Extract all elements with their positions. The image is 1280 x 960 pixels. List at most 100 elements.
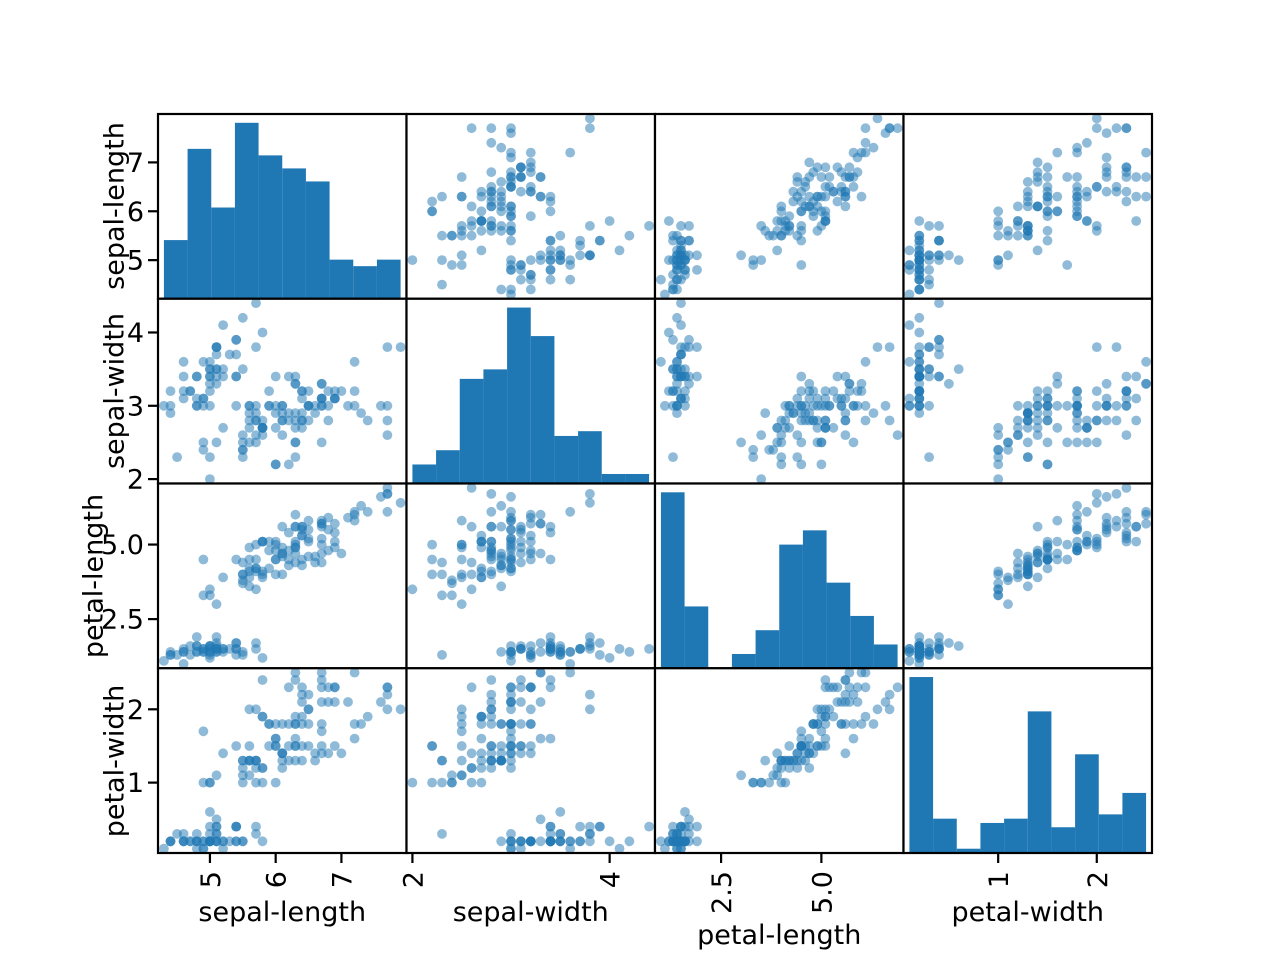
scatter-point: [1022, 415, 1033, 426]
scatter-point: [924, 647, 934, 657]
scatter-point: [316, 675, 327, 685]
scatter-point: [218, 843, 228, 853]
scatter-point: [1003, 444, 1013, 455]
scatter-point: [1052, 206, 1063, 217]
scatter-point: [904, 647, 915, 657]
scatter-point: [437, 557, 447, 568]
scatter-point: [914, 230, 925, 241]
scatter-point: [953, 364, 964, 374]
scatter-point: [486, 167, 497, 178]
scatter-point: [486, 675, 497, 685]
scatter-point: [165, 836, 176, 847]
scatter-point: [668, 230, 678, 241]
scatter-point: [1141, 356, 1151, 367]
scatter-point: [993, 255, 1004, 265]
scatter-point: [1121, 400, 1132, 411]
scatter-point: [427, 569, 437, 580]
scatter-r2-c3: [904, 483, 1151, 669]
scatter-point: [356, 500, 366, 511]
scatter-point: [1003, 250, 1013, 261]
scatter-point: [828, 422, 839, 433]
scatter-point: [1121, 483, 1132, 493]
scatter-point: [476, 206, 487, 217]
scatter-point: [812, 225, 823, 236]
scatter-point: [447, 590, 457, 601]
scatter-point: [506, 491, 516, 502]
scatter-point: [1072, 500, 1082, 511]
scatter-point: [1082, 437, 1092, 448]
scatter-point: [852, 386, 863, 396]
scatter-point: [251, 342, 261, 352]
scatter-point: [496, 521, 507, 532]
scatter-point: [872, 342, 883, 352]
scatter-point: [178, 836, 189, 847]
scatter-point: [525, 719, 536, 729]
scatter-point: [237, 770, 248, 781]
scatter-point: [884, 689, 895, 700]
scatter-point: [496, 221, 507, 231]
scatter-point: [780, 415, 791, 426]
scatter-point: [1042, 162, 1053, 173]
y-tick-label: 3: [127, 391, 144, 422]
subplot-cell-r3-c2: [653, 667, 905, 855]
scatter-point: [466, 201, 477, 212]
scatter-point: [535, 172, 546, 182]
scatter-point: [804, 172, 815, 182]
scatter-point: [565, 647, 576, 657]
scatter-point: [812, 704, 823, 715]
scatter-point: [1022, 581, 1033, 592]
scatter-point: [205, 364, 215, 374]
scatter-point: [310, 557, 320, 568]
histogram-bar: [779, 544, 803, 669]
scatter-point: [297, 697, 307, 707]
scatter-point: [545, 821, 556, 832]
scatter-point: [447, 777, 457, 788]
scatter-point: [1013, 415, 1023, 426]
scatter-point: [496, 284, 507, 295]
scatter-point: [1052, 422, 1063, 433]
scatter-point: [237, 430, 248, 440]
scatter-point: [437, 650, 447, 660]
scatter-point: [914, 349, 925, 360]
scatter-point: [672, 274, 682, 285]
scatter-point: [329, 741, 340, 751]
scatter-point: [1022, 422, 1033, 433]
scatter-point: [792, 430, 803, 440]
scatter-point: [856, 191, 867, 202]
scatter-point: [684, 235, 694, 246]
scatter-point: [676, 221, 686, 231]
scatter-point: [934, 334, 944, 345]
scatter-point: [860, 400, 871, 411]
x-tick-label: 5.0: [807, 871, 838, 914]
scatter-point: [924, 400, 934, 411]
scatter-point: [914, 364, 925, 374]
histogram-bar: [376, 259, 401, 299]
scatter-point: [844, 378, 855, 389]
y-tick-label: 2: [127, 695, 144, 726]
scatter-point: [585, 689, 595, 700]
scatter-point: [290, 437, 301, 448]
scatter-point: [1082, 539, 1092, 550]
histogram-bar: [234, 122, 259, 299]
histogram-bar: [1027, 711, 1052, 853]
scatter-point: [1022, 221, 1033, 231]
scatter-point: [466, 521, 477, 532]
scatter-point: [178, 386, 189, 396]
scatter-point: [349, 386, 360, 396]
scatter-point: [303, 515, 314, 526]
subplot-cell-r3-c3: [902, 667, 1154, 855]
scatter-point: [476, 563, 487, 574]
histogram-bar: [353, 266, 377, 299]
scatter-point: [840, 201, 851, 212]
scatter-point: [844, 682, 855, 693]
scatter-point: [516, 162, 526, 173]
scatter-point: [251, 566, 261, 577]
scatter-point: [840, 415, 851, 426]
scatter-point: [993, 221, 1004, 231]
scatter-point: [760, 755, 771, 766]
scatter-point: [808, 748, 819, 759]
subplot-cell-r1-c1: [405, 297, 657, 485]
scatter-point: [672, 829, 682, 839]
y-tick-label: 1: [127, 768, 144, 799]
scatter-point: [660, 289, 670, 299]
